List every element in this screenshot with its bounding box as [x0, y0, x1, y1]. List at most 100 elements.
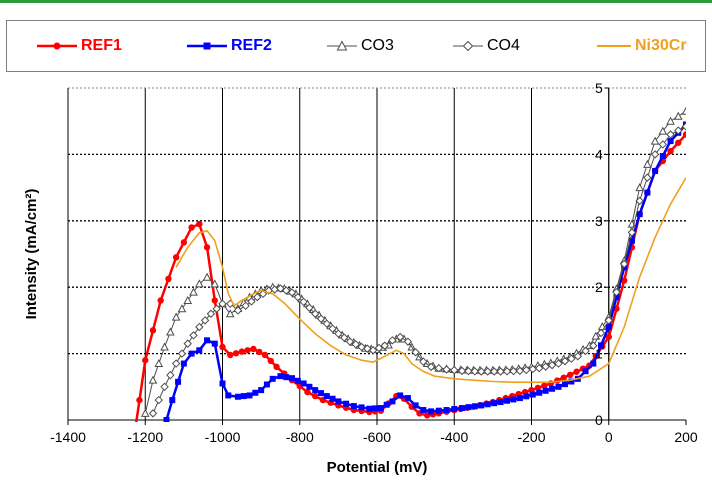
data-point [636, 211, 643, 218]
data-point [255, 348, 263, 356]
data-point [504, 397, 511, 404]
data-point [515, 366, 525, 376]
data-point [306, 383, 313, 390]
data-point [605, 324, 612, 331]
data-point [613, 294, 620, 301]
data-point [312, 392, 319, 400]
data-point [188, 350, 195, 357]
data-point [528, 364, 537, 374]
data-point [573, 368, 580, 375]
data-point [542, 387, 549, 394]
data-point [218, 299, 227, 309]
series-ni30cr [175, 177, 686, 383]
data-point [329, 395, 336, 402]
data-point [225, 309, 235, 318]
data-point [420, 407, 427, 414]
legend-item-ni30cr: Ni30Cr [597, 21, 687, 71]
data-point [377, 405, 384, 412]
data-point [635, 183, 644, 192]
data-point [195, 322, 204, 332]
data-point [667, 147, 674, 155]
data-point [465, 404, 472, 411]
data-point [212, 304, 221, 313]
y-axis-label: Intensity (mA/cm²) [23, 189, 40, 320]
legend-marker-ref2 [187, 42, 227, 50]
data-point [627, 228, 637, 237]
data-point [246, 392, 253, 399]
series-line-co3 [144, 110, 686, 414]
data-point [142, 357, 149, 364]
data-point [180, 360, 187, 367]
data-point [166, 370, 175, 380]
data-point [183, 295, 193, 304]
legend-label-co4: CO4 [487, 37, 520, 54]
data-point [240, 393, 247, 400]
data-point [204, 337, 211, 344]
series-co4 [148, 122, 686, 418]
x-tick-label: -1400 [50, 429, 86, 445]
data-point [604, 316, 613, 325]
data-point [411, 348, 420, 357]
data-point [573, 352, 583, 361]
data-point [317, 390, 324, 397]
data-point [380, 341, 389, 350]
data-point [312, 387, 319, 394]
data-point [177, 304, 187, 313]
data-point [232, 350, 240, 357]
x-tick-label: -400 [440, 429, 468, 445]
data-point [397, 392, 404, 399]
data-point [267, 357, 274, 365]
data-point [547, 360, 557, 370]
data-point [169, 397, 176, 404]
data-point [374, 343, 384, 353]
data-point [470, 367, 480, 376]
data-point [605, 333, 612, 341]
data-point [351, 340, 360, 349]
data-point [451, 406, 458, 413]
data-point [568, 378, 575, 385]
data-point [211, 340, 218, 347]
data-point [276, 284, 285, 293]
data-point [304, 388, 311, 396]
data-point [203, 244, 211, 251]
data-point [148, 409, 158, 418]
data-point [180, 239, 188, 246]
data-point [395, 332, 405, 342]
data-point [489, 367, 499, 376]
data-point [171, 359, 181, 368]
y-tick-label: 1 [595, 346, 603, 362]
data-point [628, 237, 635, 244]
data-point [643, 173, 652, 182]
data-point [339, 333, 349, 342]
data-point [389, 398, 396, 405]
x-tick-label: -800 [286, 429, 314, 445]
data-point [442, 365, 451, 374]
data-point [219, 380, 226, 387]
data-point [589, 341, 598, 350]
data-point [299, 297, 308, 307]
data-point [149, 327, 157, 334]
data-point [652, 168, 659, 174]
data-point [227, 351, 234, 359]
data-point [567, 354, 576, 363]
data-point [345, 337, 355, 346]
data-point [366, 405, 373, 412]
data-point [160, 382, 169, 392]
data-point [404, 395, 411, 402]
data-point [253, 292, 262, 302]
data-point [206, 309, 216, 318]
data-point [148, 375, 158, 384]
data-point [509, 366, 518, 376]
data-point [450, 365, 459, 375]
data-point [183, 339, 192, 348]
legend-marker-co3 [327, 40, 357, 51]
data-point [300, 380, 307, 387]
data-point [171, 312, 181, 321]
x-tick-label: 200 [674, 429, 698, 445]
data-point [263, 381, 270, 388]
data-point [283, 374, 290, 381]
data-point [277, 373, 284, 380]
y-tick-label: 0 [595, 412, 603, 428]
data-point [658, 140, 668, 149]
data-point [247, 297, 256, 306]
